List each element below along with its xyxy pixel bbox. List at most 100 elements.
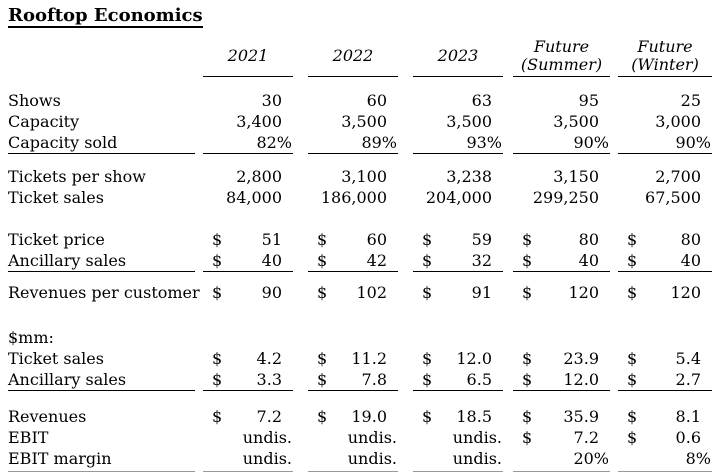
currency-symbol: $	[422, 349, 433, 368]
row-label: EBIT	[8, 428, 49, 447]
cell-value: 3.3	[256, 370, 282, 389]
rule-segment	[8, 470, 195, 472]
cell: 95	[578, 91, 599, 110]
cell-value: 40	[680, 251, 701, 270]
cell-value: 5.4	[675, 349, 701, 368]
cell: 3,500	[341, 112, 387, 131]
cell: $32	[413, 250, 503, 272]
currency-symbol: $	[422, 230, 433, 249]
cell: 3,100	[341, 167, 387, 186]
column-header-future-winter: Future (Winter)	[618, 36, 712, 77]
cell-value: 12.0	[563, 370, 599, 389]
cell: $7.8	[308, 369, 398, 391]
cell: $90	[203, 282, 293, 303]
cell: 186,000	[320, 188, 387, 207]
cell: 30	[261, 91, 282, 110]
table-row-ancillary-sales: Ancillary sales $40 $42 $32 $40 $40	[0, 250, 714, 272]
currency-symbol: $	[422, 251, 433, 270]
currency-symbol: $	[317, 370, 328, 389]
page-title-text: Rooftop Economics	[8, 5, 203, 28]
column-header-2023: 2023	[413, 36, 503, 77]
currency-symbol: $	[627, 349, 638, 368]
cell: $6.5	[413, 369, 503, 391]
cell-value: 120	[568, 283, 599, 302]
currency-symbol: $	[522, 428, 533, 447]
currency-symbol: $	[317, 283, 328, 302]
rule-segment	[513, 470, 610, 472]
currency-symbol: $	[522, 283, 533, 302]
cell-value: 40	[578, 251, 599, 270]
currency-symbol: $	[522, 349, 533, 368]
cell: undis.	[242, 428, 292, 447]
cell-value: 11.2	[351, 349, 387, 368]
cell: undis.	[452, 428, 502, 447]
currency-symbol: $	[627, 230, 638, 249]
cell: 84,000	[226, 188, 282, 207]
cell: $8.1	[618, 406, 712, 427]
cell: $2.7	[618, 369, 712, 391]
cell-value: 40	[261, 251, 282, 270]
spacer	[0, 77, 714, 90]
table-row-capacity-sold: Capacity sold 82% 89% 93% 90% 90%	[0, 132, 714, 154]
table-row-mm-ancillary-sales: Ancillary sales $3.3 $7.8 $6.5 $12.0 $2.…	[0, 369, 714, 391]
rule-segment	[203, 470, 293, 472]
table-row-mm-ticket-sales: Ticket sales $4.2 $11.2 $12.0 $23.9 $5.4	[0, 348, 714, 369]
cell: 299,250	[532, 188, 599, 207]
row-label: Ticket sales	[8, 188, 104, 207]
cell-value: 102	[356, 283, 387, 302]
column-header-row: 2021 2022 2023 Future (Summer) Future (W…	[0, 36, 714, 77]
cell-value: 32	[471, 251, 492, 270]
currency-symbol: $	[317, 407, 328, 426]
currency-symbol: $	[212, 283, 223, 302]
currency-symbol: $	[627, 370, 638, 389]
cell: $91	[413, 282, 503, 303]
cell-value: 23.9	[563, 349, 599, 368]
cell: undis.	[347, 428, 397, 447]
cell-value: 59	[471, 230, 492, 249]
cell: $7.2	[203, 406, 293, 427]
cell: undis.	[347, 449, 397, 468]
row-label: Tickets per show	[8, 167, 146, 186]
cell: 3,150	[553, 167, 599, 186]
cell: $80	[513, 229, 610, 250]
currency-symbol: $	[627, 283, 638, 302]
column-header-future-summer: Future (Summer)	[513, 36, 610, 77]
cell: $42	[308, 250, 398, 272]
cell: $18.5	[413, 406, 503, 427]
currency-symbol: $	[422, 407, 433, 426]
table-row-ticket-price: Ticket price $51 $60 $59 $80 $80	[0, 229, 714, 250]
rule-segment	[308, 470, 398, 472]
cell: $19.0	[308, 406, 398, 427]
cell: 3,500	[446, 112, 492, 131]
row-label: Ancillary sales	[8, 250, 195, 272]
currency-symbol: $	[627, 251, 638, 270]
table-row-ticket-sales: Ticket sales 84,000 186,000 204,000 299,…	[0, 187, 714, 208]
column-header-2021: 2021	[203, 36, 293, 77]
cell: 3,238	[446, 167, 492, 186]
spacer	[0, 208, 714, 229]
cell-value: 18.5	[456, 407, 492, 426]
cell-value: 51	[261, 230, 282, 249]
cell: undis.	[242, 449, 292, 468]
currency-symbol: $	[627, 407, 638, 426]
cell-value: 6.5	[466, 370, 492, 389]
cell: $120	[513, 282, 610, 303]
table-row-ebit-margin: EBIT margin undis. undis. undis. 20% 8%	[0, 448, 714, 469]
currency-symbol: $	[522, 407, 533, 426]
cell-value: 12.0	[456, 349, 492, 368]
rule-segment	[618, 470, 712, 472]
currency-symbol: $	[422, 370, 433, 389]
table-row-shows: Shows 30 60 63 95 25	[0, 90, 714, 111]
cell-value: 42	[366, 251, 387, 270]
table-row-revenues-per-customer: Revenues per customer $90 $102 $91 $120 …	[0, 282, 714, 303]
row-label: Revenues per customer	[8, 283, 200, 302]
spacer	[0, 303, 714, 327]
row-label: Shows	[8, 91, 61, 110]
cell: $11.2	[308, 348, 398, 369]
cell: 90%	[513, 132, 610, 154]
cell: 63	[471, 91, 492, 110]
row-label: Capacity	[8, 112, 80, 131]
cell: 90%	[618, 132, 712, 154]
currency-symbol: $	[212, 370, 223, 389]
cell-value: 7.2	[573, 428, 599, 447]
